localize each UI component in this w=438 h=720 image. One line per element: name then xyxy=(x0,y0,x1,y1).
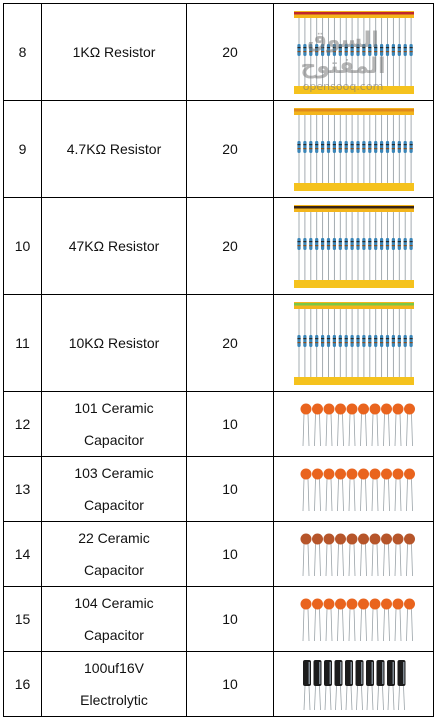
item-number: 13 xyxy=(3,456,42,522)
table-row: 15 104 Ceramic Capacitor 10 xyxy=(3,586,434,652)
item-image-cell xyxy=(273,521,434,587)
item-number: 9 xyxy=(3,100,42,198)
item-quantity: 20 xyxy=(186,3,274,101)
item-name-line: 22 Ceramic xyxy=(78,530,150,546)
item-quantity: 10 xyxy=(186,456,274,522)
item-name: 4.7KΩ Resistor xyxy=(41,100,187,198)
item-name-line: Electrolytic xyxy=(80,692,148,708)
table-row: 14 22 Ceramic Capacitor 10 xyxy=(3,521,434,587)
item-image-cell xyxy=(273,197,434,295)
item-name-line: 47KΩ Resistor xyxy=(68,238,160,254)
item-name-line: 104 Ceramic xyxy=(74,595,154,611)
table-row: 8 1KΩ Resistor 20 xyxy=(3,3,434,101)
item-quantity: 10 xyxy=(186,586,274,652)
item-number: 12 xyxy=(3,391,42,457)
table-row: 13 103 Ceramic Capacitor 10 xyxy=(3,456,434,522)
item-name-line: 101 Ceramic xyxy=(74,400,154,416)
item-quantity: 20 xyxy=(186,294,274,392)
item-number: 15 xyxy=(3,586,42,652)
item-image-cell xyxy=(273,294,434,392)
item-name: 22 Ceramic Capacitor xyxy=(41,521,187,587)
item-name-line: 1KΩ Resistor xyxy=(72,44,156,60)
ceramic-capacitors-image xyxy=(300,598,415,642)
item-image-cell xyxy=(273,3,434,101)
item-name-line: 4.7KΩ Resistor xyxy=(66,141,162,157)
resistor-strip-image xyxy=(293,205,414,288)
resistor-strip-image xyxy=(293,11,414,94)
electrolytic-capacitors-image xyxy=(302,660,405,711)
table-row: 10 47KΩ Resistor 20 xyxy=(3,197,434,295)
item-name-line: 10KΩ Resistor xyxy=(68,335,160,351)
item-name-line: 103 Ceramic xyxy=(74,465,154,481)
item-image-cell xyxy=(273,456,434,522)
table-row: 16 100uf16V Electrolytic 10 xyxy=(3,651,434,717)
item-quantity: 20 xyxy=(186,100,274,198)
item-name-line: Capacitor xyxy=(84,627,144,643)
item-number: 8 xyxy=(3,3,42,101)
item-name: 101 Ceramic Capacitor xyxy=(41,391,187,457)
components-table: 8 1KΩ Resistor 20 9 4.7KΩ Resistor 20 10… xyxy=(3,3,434,717)
table-row: 9 4.7KΩ Resistor 20 xyxy=(3,100,434,198)
item-number: 14 xyxy=(3,521,42,587)
item-quantity: 10 xyxy=(186,391,274,457)
item-image-cell xyxy=(273,100,434,198)
item-number: 16 xyxy=(3,651,42,717)
item-quantity: 10 xyxy=(186,521,274,587)
item-name-line: Capacitor xyxy=(84,497,144,513)
item-name-line: 100uf16V xyxy=(84,660,144,676)
item-image-cell xyxy=(273,391,434,457)
resistor-strip-image xyxy=(293,302,414,385)
ceramic-capacitors-image xyxy=(300,468,415,512)
item-name: 10KΩ Resistor xyxy=(41,294,187,392)
item-image-cell xyxy=(273,586,434,652)
ceramic-capacitors-image xyxy=(300,403,415,447)
item-name: 47KΩ Resistor xyxy=(41,197,187,295)
resistor-strip-image xyxy=(293,108,414,191)
item-number: 10 xyxy=(3,197,42,295)
item-quantity: 10 xyxy=(186,651,274,717)
item-quantity: 20 xyxy=(186,197,274,295)
item-number: 11 xyxy=(3,294,42,392)
item-name: 103 Ceramic Capacitor xyxy=(41,456,187,522)
item-name: 100uf16V Electrolytic xyxy=(41,651,187,717)
item-image-cell xyxy=(273,651,434,717)
table-row: 12 101 Ceramic Capacitor 10 xyxy=(3,391,434,457)
item-name: 104 Ceramic Capacitor xyxy=(41,586,187,652)
table-row: 11 10KΩ Resistor 20 xyxy=(3,294,434,392)
item-name-line: Capacitor xyxy=(84,562,144,578)
ceramic-capacitors-image xyxy=(300,533,415,577)
item-name-line: Capacitor xyxy=(84,432,144,448)
item-name: 1KΩ Resistor xyxy=(41,3,187,101)
